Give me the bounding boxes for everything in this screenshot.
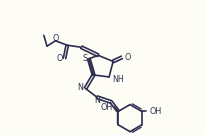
Text: N: N [77, 83, 83, 92]
Text: O: O [56, 54, 63, 63]
Text: NH: NH [112, 75, 124, 84]
Text: O: O [125, 53, 131, 62]
Text: OH: OH [150, 107, 162, 116]
Text: O: O [53, 34, 59, 43]
Text: OH: OH [101, 103, 113, 112]
Text: N: N [95, 96, 101, 105]
Text: S: S [82, 54, 88, 63]
